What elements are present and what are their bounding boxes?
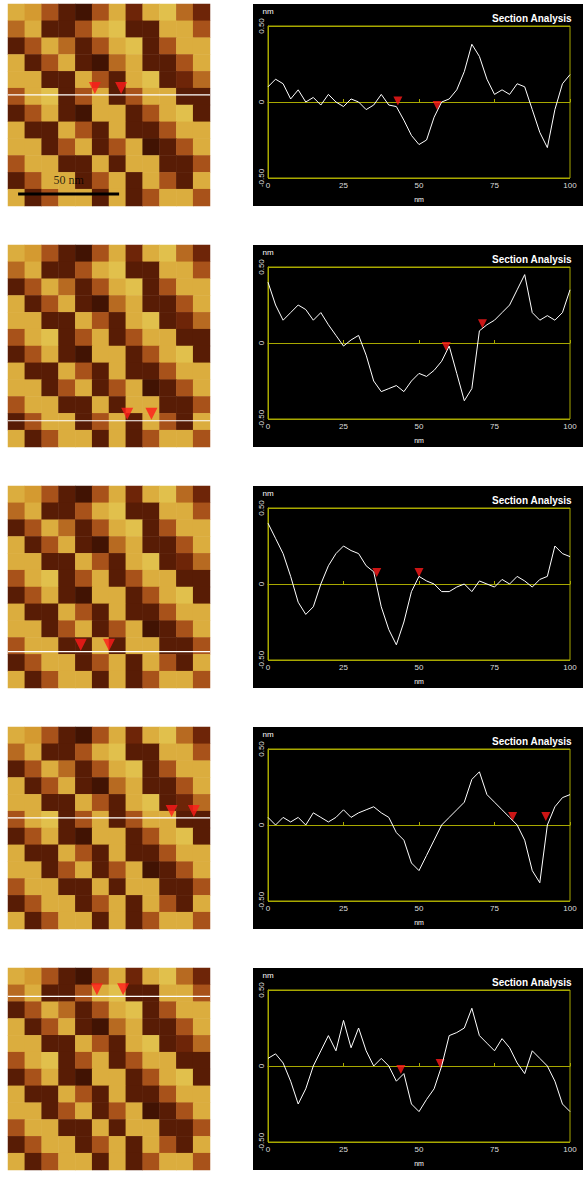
svg-text:75: 75 bbox=[490, 904, 499, 913]
svg-text:0: 0 bbox=[266, 904, 271, 913]
svg-text:25: 25 bbox=[339, 181, 348, 190]
svg-text:0: 0 bbox=[257, 581, 266, 586]
svg-text:0: 0 bbox=[266, 422, 271, 431]
svg-text:100: 100 bbox=[563, 181, 577, 190]
svg-text:nm: nm bbox=[262, 7, 273, 16]
svg-text:nm: nm bbox=[414, 196, 424, 203]
svg-text:0.50: 0.50 bbox=[257, 500, 266, 516]
svg-text:100: 100 bbox=[563, 904, 577, 913]
svg-text:-0.50: -0.50 bbox=[257, 650, 266, 669]
svg-text:nm: nm bbox=[262, 489, 273, 498]
svg-text:25: 25 bbox=[339, 422, 348, 431]
svg-text:50: 50 bbox=[415, 422, 424, 431]
svg-text:-0.50: -0.50 bbox=[257, 168, 266, 187]
svg-text:75: 75 bbox=[490, 1145, 499, 1154]
svg-text:0: 0 bbox=[257, 99, 266, 104]
svg-text:50: 50 bbox=[415, 904, 424, 913]
svg-text:75: 75 bbox=[490, 181, 499, 190]
svg-text:75: 75 bbox=[490, 663, 499, 672]
svg-text:0: 0 bbox=[257, 822, 266, 827]
svg-text:nm: nm bbox=[262, 730, 273, 739]
svg-text:-0.50: -0.50 bbox=[257, 1132, 266, 1151]
svg-text:75: 75 bbox=[490, 422, 499, 431]
svg-text:Section Analysis: Section Analysis bbox=[492, 13, 572, 24]
svg-text:nm: nm bbox=[414, 919, 424, 926]
svg-text:25: 25 bbox=[339, 663, 348, 672]
svg-text:50 nm: 50 nm bbox=[53, 173, 84, 187]
svg-text:0.50: 0.50 bbox=[257, 18, 266, 34]
svg-text:100: 100 bbox=[563, 663, 577, 672]
svg-text:nm: nm bbox=[262, 248, 273, 257]
svg-text:0.50: 0.50 bbox=[257, 982, 266, 998]
svg-text:50: 50 bbox=[415, 1145, 424, 1154]
svg-text:nm: nm bbox=[414, 437, 424, 444]
svg-text:100: 100 bbox=[563, 422, 577, 431]
svg-text:0: 0 bbox=[266, 663, 271, 672]
svg-text:0: 0 bbox=[257, 340, 266, 345]
svg-text:100: 100 bbox=[563, 1145, 577, 1154]
svg-text:Section Analysis: Section Analysis bbox=[492, 977, 572, 988]
svg-text:nm: nm bbox=[414, 1160, 424, 1167]
svg-text:Section Analysis: Section Analysis bbox=[492, 254, 572, 265]
svg-text:25: 25 bbox=[339, 904, 348, 913]
svg-text:-0.50: -0.50 bbox=[257, 891, 266, 910]
svg-text:50: 50 bbox=[415, 181, 424, 190]
svg-text:Section Analysis: Section Analysis bbox=[492, 495, 572, 506]
svg-text:nm: nm bbox=[262, 971, 273, 980]
svg-text:Section Analysis: Section Analysis bbox=[492, 736, 572, 747]
svg-text:0: 0 bbox=[257, 1063, 266, 1068]
svg-text:0: 0 bbox=[266, 181, 271, 190]
svg-text:0.50: 0.50 bbox=[257, 741, 266, 757]
svg-text:0.50: 0.50 bbox=[257, 259, 266, 275]
svg-text:-0.50: -0.50 bbox=[257, 409, 266, 428]
svg-text:50: 50 bbox=[415, 663, 424, 672]
svg-text:nm: nm bbox=[414, 678, 424, 685]
svg-text:0: 0 bbox=[266, 1145, 271, 1154]
svg-text:25: 25 bbox=[339, 1145, 348, 1154]
